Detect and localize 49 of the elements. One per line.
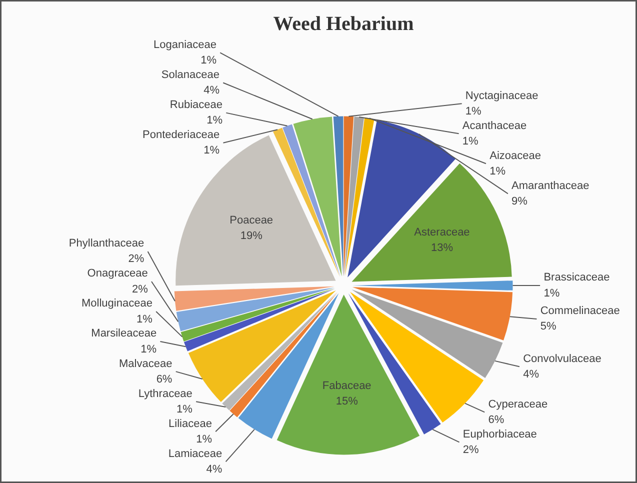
data-label: 19% xyxy=(240,230,263,242)
slice-label: Convolvulaceae xyxy=(523,352,602,365)
data-label: 2% xyxy=(462,444,480,456)
data-label: 1% xyxy=(196,433,212,446)
data-label: 4% xyxy=(204,84,220,97)
data-label: 1% xyxy=(140,343,157,356)
data-label: 1% xyxy=(200,54,217,67)
slice-label: Molluginaceae xyxy=(82,298,152,310)
slice-label: Euphorbiaceae xyxy=(462,428,537,440)
slice-label: Pontederiaceae xyxy=(142,129,220,142)
slice-label: Acanthaceae xyxy=(462,120,527,132)
data-label: 4% xyxy=(523,368,540,380)
slice-label: Cyperaceae xyxy=(488,398,548,410)
data-label: 1% xyxy=(204,144,220,157)
slice-label: Fabaceae xyxy=(322,380,372,392)
data-label: 2% xyxy=(128,253,144,266)
data-label: 9% xyxy=(512,195,528,208)
slice-label: Malvaceae xyxy=(119,358,172,370)
data-label: 1% xyxy=(544,287,560,300)
data-label: 6% xyxy=(156,373,172,386)
slice-label: Nyctaginaceae xyxy=(465,90,538,102)
slice-label: Marsileaceae xyxy=(91,328,157,340)
slice-label: Liliaceae xyxy=(168,418,212,430)
slice-label: Brassicaceae xyxy=(544,272,610,284)
data-label: 1% xyxy=(206,114,223,127)
slice-label: Asteraceae xyxy=(414,226,470,238)
chart-title: Weed Hebarium xyxy=(273,13,414,36)
data-label: 6% xyxy=(488,414,504,426)
slice-label: Poaceae xyxy=(230,214,274,227)
data-label: 13% xyxy=(430,242,454,254)
slice-label: Solanaceae xyxy=(161,68,220,81)
slice-label: Commelinaceae xyxy=(540,305,620,318)
slice-label: Amaranthaceae xyxy=(512,180,590,192)
slice-label: Onagraceae xyxy=(87,268,148,280)
slice-label: Lamiaceae xyxy=(168,448,222,460)
slice-label: Lythraceae xyxy=(138,388,192,400)
data-label: 1% xyxy=(462,135,479,148)
data-label: 1% xyxy=(465,105,482,118)
data-label: 1% xyxy=(136,313,153,326)
slice-label: Rubiaceae xyxy=(170,99,222,112)
slice-label: Phyllanthaceae xyxy=(68,238,144,250)
data-label: 1% xyxy=(176,403,193,416)
data-label: 1% xyxy=(490,165,506,178)
data-label: 5% xyxy=(540,320,556,333)
data-label: 15% xyxy=(336,396,358,408)
data-label: 4% xyxy=(206,463,222,476)
slice-label: Aizoaceae xyxy=(490,150,541,162)
data-label: 2% xyxy=(132,283,148,296)
slice-label: Loganiaceae xyxy=(153,38,216,51)
